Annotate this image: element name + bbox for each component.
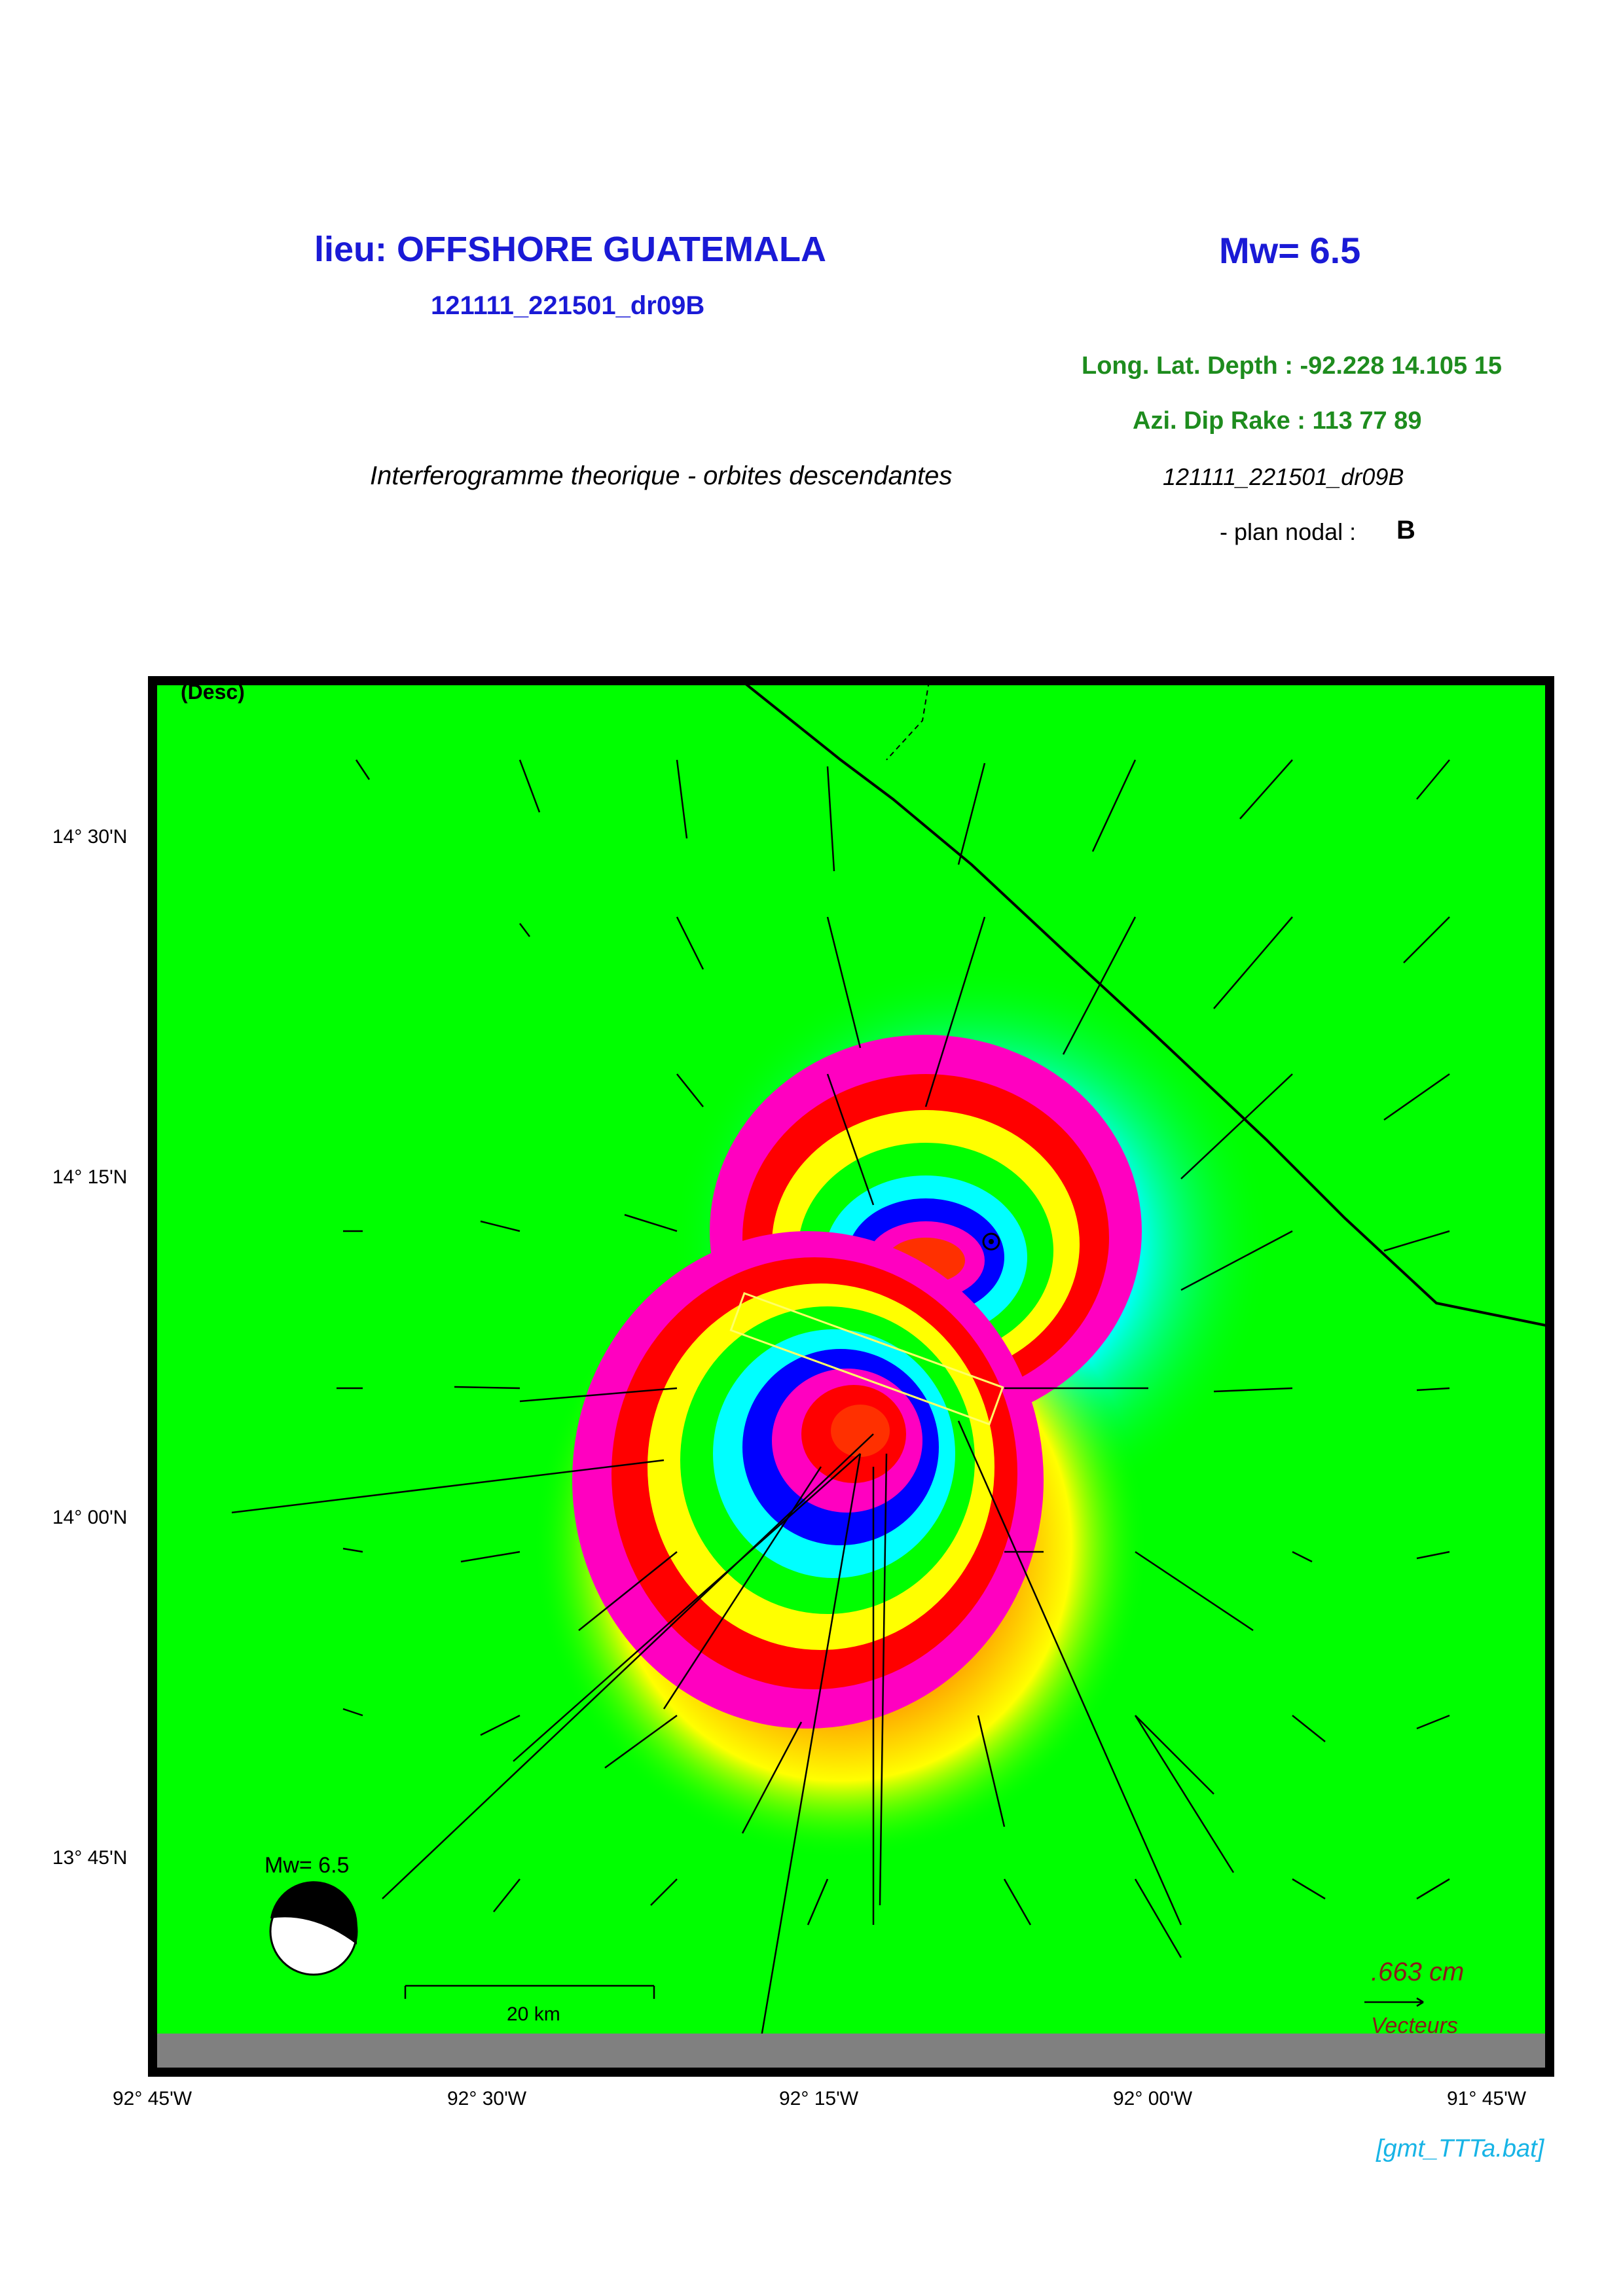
nodal-plane-value: B <box>1396 516 1415 545</box>
epicenter-marker <box>982 1232 1000 1251</box>
lat-label-14-15: 14° 15'N <box>52 1166 128 1188</box>
fault-plane <box>729 1292 1004 1426</box>
fringe-pattern <box>533 963 1273 1859</box>
lat-label-14-30: 14° 30'N <box>52 826 128 848</box>
vector-scale-label: Vecteurs <box>1371 2013 1458 2038</box>
land-strip <box>153 2034 1549 2072</box>
coastline <box>741 681 1549 1327</box>
location-title: lieu: OFFSHORE GUATEMALA <box>314 230 826 269</box>
distance-scale-bar <box>404 1984 655 1999</box>
scale-bar-label: 20 km <box>507 2003 560 2025</box>
lat-label-14-00: 14° 00'N <box>52 1507 128 1528</box>
view-corner-label: (Desc) <box>181 680 245 704</box>
lon-label-92-00: 92° 00'W <box>1113 2088 1193 2109</box>
nodal-plane-label: - plan nodal : <box>1220 518 1357 545</box>
lon-label-92-30: 92° 30'W <box>447 2088 527 2109</box>
azi-dip-rake: Azi. Dip Rake : 113 77 89 <box>1133 407 1422 435</box>
lon-label-92-15: 92° 15'W <box>779 2088 859 2109</box>
lon-label-92-45: 92° 45'W <box>113 2088 192 2109</box>
magnitude-title: Mw= 6.5 <box>1219 230 1361 271</box>
vector-scale-value: .663 cm <box>1371 1958 1465 1986</box>
interferogram-map: (Desc) Mw= 6.5 20 km .663 cm Vecteurs <box>148 676 1554 2077</box>
focal-mechanism-beachball <box>269 1881 358 1976</box>
event-id-secondary: 121111_221501_dr09B <box>1163 463 1404 490</box>
frame-ticks <box>153 681 1549 2072</box>
vector-scale-arrow <box>1364 1997 1424 2007</box>
subtitle: Interferogramme theorique - orbites desc… <box>370 461 953 490</box>
lon-label-91-45: 91° 45'W <box>1447 2088 1527 2109</box>
lon-lat-depth: Long. Lat. Depth : -92.228 14.105 15 <box>1082 352 1502 380</box>
lat-label-13-45: 13° 45'N <box>52 1847 128 1869</box>
beachball-magnitude-label: Mw= 6.5 <box>264 1853 350 1878</box>
event-id: 121111_221501_dr09B <box>431 291 705 320</box>
script-credit: [gmt_TTTa.bat] <box>1376 2135 1544 2162</box>
border-line <box>886 681 930 761</box>
displacement-vectors <box>231 759 1450 2072</box>
